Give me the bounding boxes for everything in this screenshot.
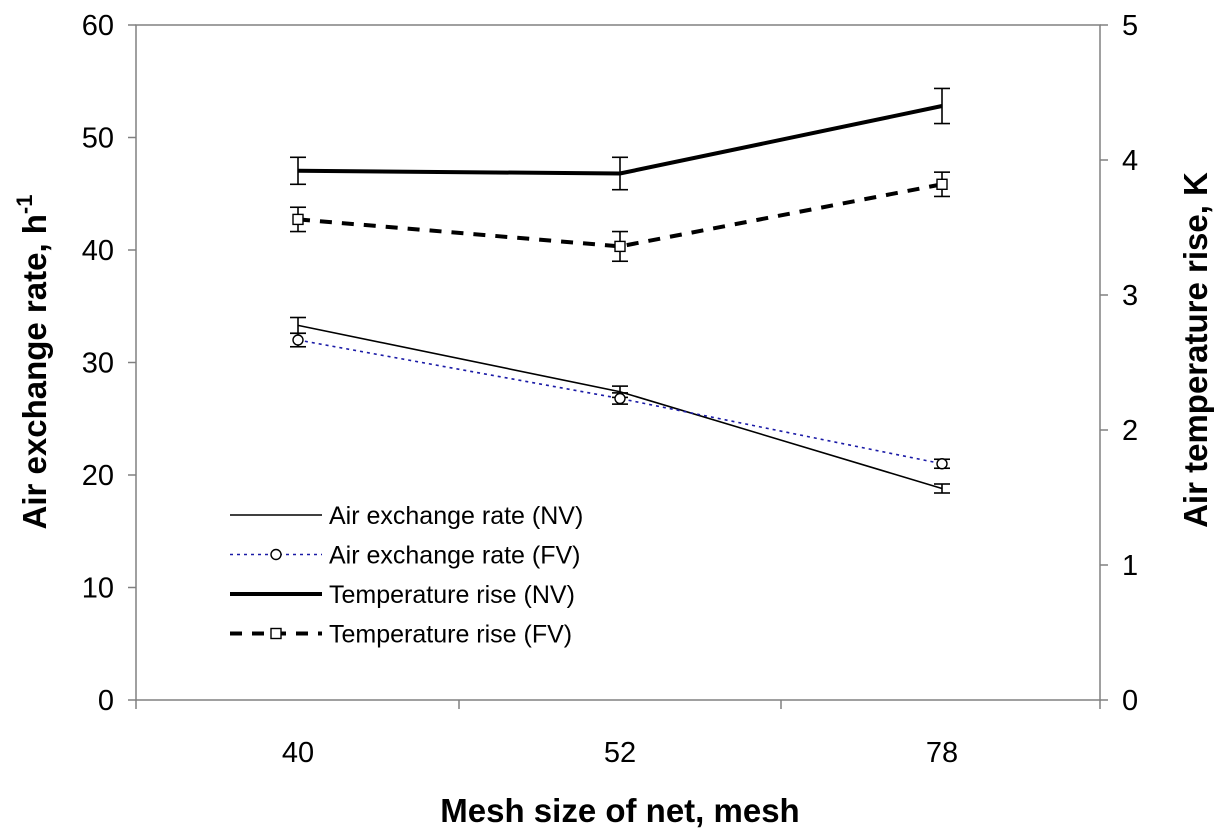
left-axis-title: Air exchange rate, h-1	[12, 194, 53, 529]
legend-item: Temperature rise (NV)	[230, 581, 575, 609]
data-point	[292, 213, 304, 226]
right-tick-label: 2	[1122, 415, 1138, 447]
left-axis-ticks: 0 10 20 30 40 50 60	[82, 10, 136, 717]
series-air-exchange-rate-fv	[290, 332, 950, 470]
left-tick-label: 0	[98, 685, 114, 717]
x-axis-ticks: 40 52 78	[135, 700, 1101, 769]
data-point	[936, 458, 948, 470]
data-point	[614, 392, 626, 405]
legend: Air exchange rate (NV) Air exchange rate …	[230, 502, 583, 649]
data-point	[936, 178, 948, 191]
x-tick-label: 40	[282, 737, 314, 769]
left-tick-label: 20	[82, 460, 114, 492]
right-tick-label: 5	[1122, 10, 1138, 42]
left-tick-label: 50	[82, 123, 114, 155]
left-tick-label: 60	[82, 10, 114, 42]
legend-item: Temperature rise (FV)	[230, 621, 572, 649]
legend-marker	[270, 548, 282, 561]
plot-frame	[135, 24, 1101, 701]
left-tick-label: 30	[82, 348, 114, 380]
series-layer	[290, 87, 950, 494]
left-axis-title-main: Air exchange rate, h	[16, 214, 53, 529]
right-tick-label: 3	[1122, 280, 1138, 312]
x-tick-label: 52	[604, 737, 636, 769]
legend-label: Temperature rise (FV)	[329, 621, 572, 649]
plot-area	[135, 24, 1101, 701]
right-axis-ticks: 0 1 2 3 4 5	[1100, 10, 1138, 717]
series-temperature-rise-nv	[290, 87, 950, 191]
series-line	[297, 339, 943, 465]
left-tick-label: 40	[82, 235, 114, 267]
right-tick-label: 1	[1122, 550, 1138, 582]
right-tick-label: 4	[1122, 145, 1138, 177]
legend-item: Air exchange rate (FV)	[230, 542, 581, 570]
legend-label: Temperature rise (NV)	[329, 581, 575, 609]
data-point	[614, 240, 626, 253]
legend-label: Air exchange rate (NV)	[329, 502, 583, 530]
series-line	[297, 324, 943, 490]
series-air-exchange-rate-nv	[290, 316, 950, 494]
x-axis-title: Mesh size of net, mesh	[440, 792, 799, 829]
legend-marker	[270, 627, 282, 640]
left-axis-title-superscript: -1	[12, 194, 37, 214]
series-temperature-rise-fv	[290, 171, 950, 263]
x-tick-label: 78	[926, 737, 958, 769]
data-point	[292, 334, 304, 346]
right-axis-title: Air temperature rise, K	[1177, 172, 1214, 528]
legend-item: Air exchange rate (NV)	[230, 502, 583, 530]
right-tick-label: 0	[1122, 685, 1138, 717]
legend-label: Air exchange rate (FV)	[329, 542, 581, 570]
left-tick-label: 10	[82, 573, 114, 605]
